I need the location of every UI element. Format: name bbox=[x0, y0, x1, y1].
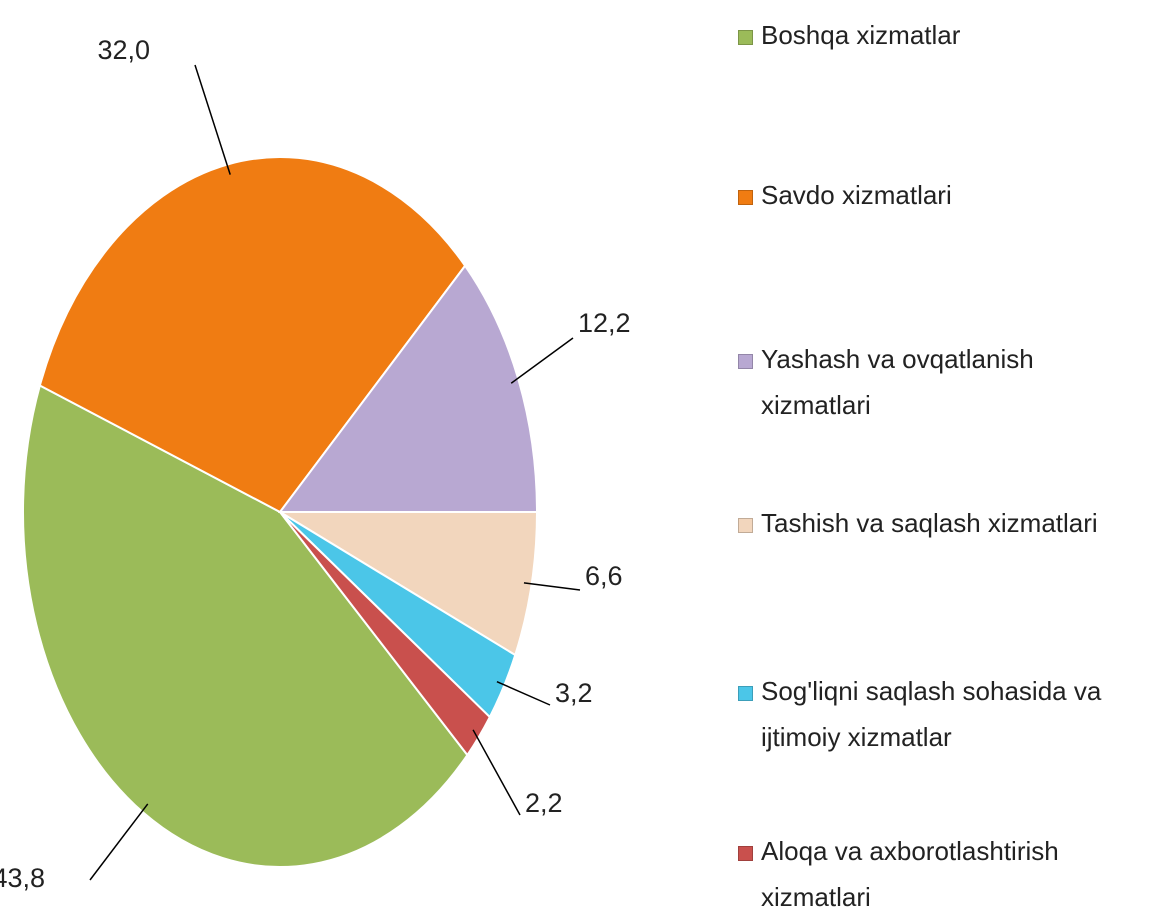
legend-label: Savdo xizmatlari bbox=[761, 180, 952, 210]
legend-swatch bbox=[738, 354, 753, 369]
legend-swatch bbox=[738, 190, 753, 205]
legend-swatch bbox=[738, 686, 753, 701]
pie-slice bbox=[277, 264, 539, 513]
data-label: 12,2 bbox=[578, 308, 631, 338]
leader-line bbox=[472, 729, 521, 816]
legend-swatch bbox=[738, 518, 753, 533]
legend-label: Tashish va saqlash xizmatlari bbox=[761, 508, 1098, 538]
leader-line bbox=[523, 582, 581, 591]
legend-label: Yashash va ovqatlanish xizmatlari bbox=[761, 344, 1034, 420]
legend-swatch bbox=[738, 30, 753, 45]
pie-slice bbox=[38, 156, 467, 514]
chart: 43,8 32,0 12,2 6,6 3,2 2,2 bbox=[0, 35, 631, 893]
leader-line bbox=[89, 803, 149, 881]
leader-line bbox=[496, 680, 551, 706]
data-label: 2,2 bbox=[525, 788, 563, 818]
legend-item: Aloqa va axborotlashtirish xizmatlari bbox=[738, 828, 1148, 920]
legend-item: Sog'liqni saqlash sohasida va ijtimoiy x… bbox=[738, 668, 1148, 760]
leader-line bbox=[194, 64, 231, 175]
data-label: 3,2 bbox=[555, 678, 593, 708]
pie-slice bbox=[279, 511, 492, 757]
data-label: 32,0 bbox=[97, 35, 150, 65]
pie-slice bbox=[22, 384, 469, 868]
legend-label: Sog'liqni saqlash sohasida va ijtimoiy x… bbox=[761, 676, 1102, 752]
leader-line bbox=[510, 337, 574, 384]
data-label: 6,6 bbox=[585, 561, 623, 591]
pie-slice bbox=[276, 511, 539, 657]
legend-swatch bbox=[738, 846, 753, 861]
data-label: 43,8 bbox=[0, 863, 45, 893]
legend-label: Boshqa xizmatlar bbox=[761, 20, 961, 50]
legend-item: Savdo xizmatlari bbox=[738, 172, 1148, 218]
legend-item: Yashash va ovqatlanish xizmatlari bbox=[738, 336, 1148, 428]
legend-item: Tashish va saqlash xizmatlari bbox=[738, 500, 1148, 546]
legend-item: Boshqa xizmatlar bbox=[738, 12, 1148, 58]
legend-label: Aloqa va axborotlashtirish xizmatlari bbox=[761, 836, 1059, 912]
